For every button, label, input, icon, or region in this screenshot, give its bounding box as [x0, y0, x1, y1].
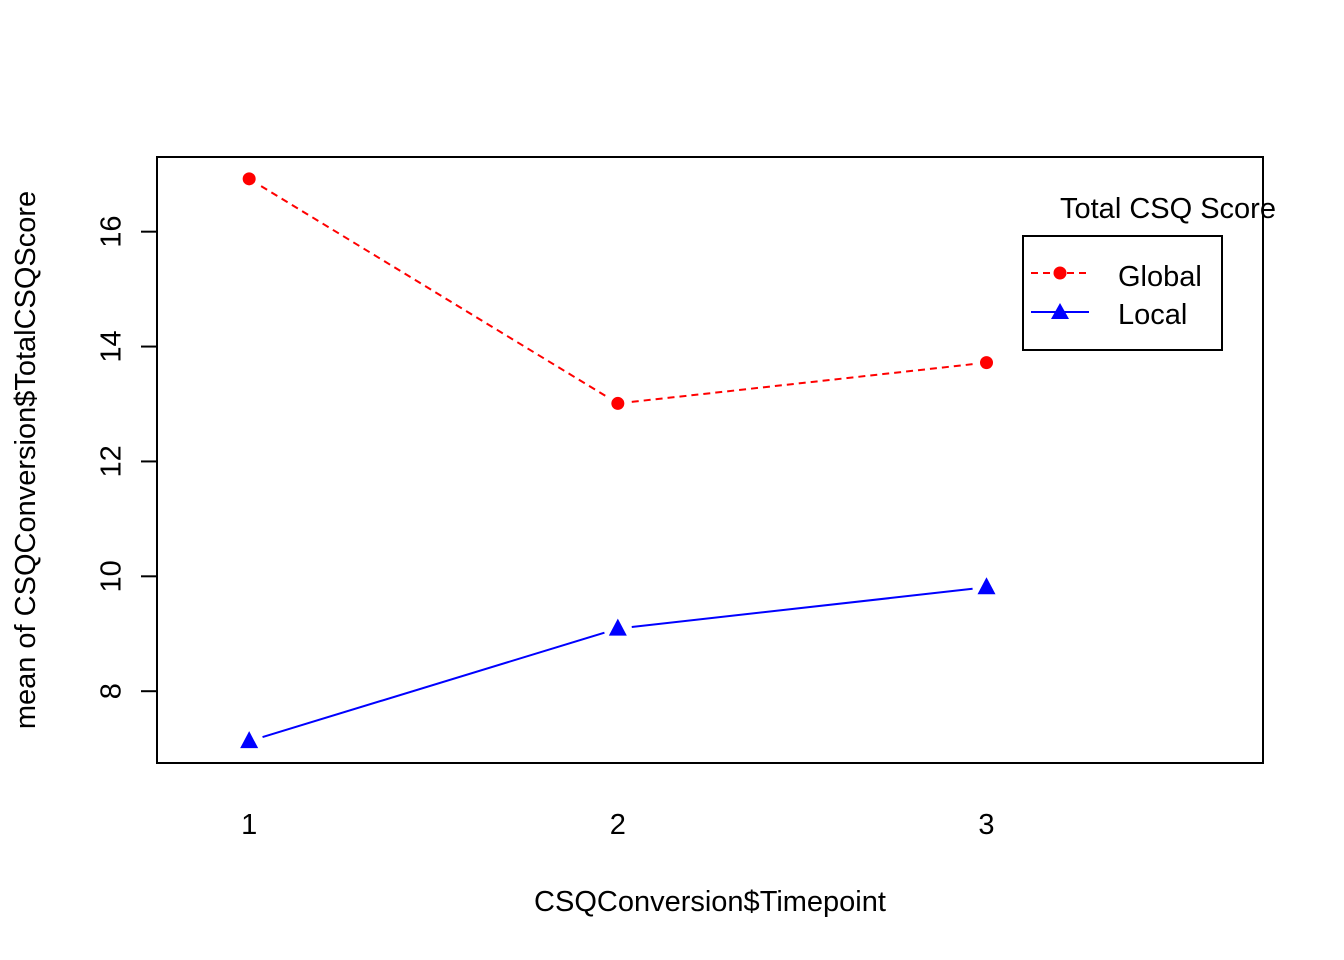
y-tick-label: 8	[96, 683, 128, 699]
y-axis-label: mean of CSQConversion$TotalCSQScore	[10, 191, 42, 729]
legend: Total CSQ Score Global Local	[1022, 193, 1276, 351]
x-tick-label: 2	[610, 809, 626, 841]
legend-box	[1022, 235, 1223, 351]
local-point	[977, 577, 996, 595]
y-axis: 8 10 12 14 16	[96, 216, 157, 699]
x-tick-label: 3	[978, 809, 994, 841]
legend-global-marker	[1053, 266, 1067, 280]
series-layer	[240, 172, 996, 749]
local-point	[608, 618, 627, 636]
y-tick-label: 16	[96, 216, 128, 248]
x-axis: 1 2 3	[241, 809, 994, 841]
y-tick-label: 12	[96, 445, 128, 477]
global-point	[242, 172, 256, 186]
local-line-segment	[262, 631, 605, 739]
local-point	[240, 731, 259, 749]
global-line-segment	[631, 363, 973, 403]
y-tick-label: 14	[96, 330, 128, 362]
legend-local-label: Local	[1118, 299, 1187, 331]
global-point	[611, 396, 625, 410]
legend-local-marker	[1051, 303, 1069, 319]
legend-title: Total CSQ Score	[1060, 193, 1276, 225]
global-line-segment	[260, 185, 607, 397]
y-tick-label: 10	[96, 560, 128, 592]
local-line-segment	[631, 587, 973, 629]
x-tick-label: 1	[241, 809, 257, 841]
legend-global-label: Global	[1118, 261, 1202, 293]
global-point	[980, 356, 993, 370]
x-axis-label: CSQConversion$Timepoint	[534, 886, 886, 918]
